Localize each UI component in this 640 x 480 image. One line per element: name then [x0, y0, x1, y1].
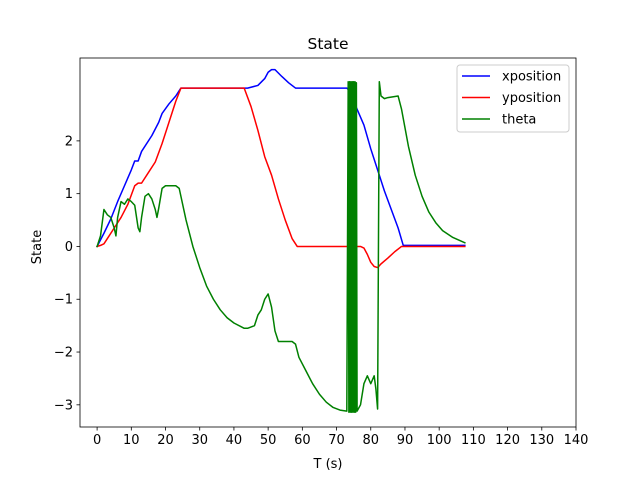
- series-line-theta: [96, 81, 466, 413]
- x-tick-label: 90: [397, 433, 414, 448]
- x-tick-label: 50: [260, 433, 277, 448]
- legend-label-xposition: xposition: [502, 70, 561, 85]
- y-tick-label: −3: [54, 398, 73, 413]
- x-tick-label: 80: [362, 433, 379, 448]
- x-tick-label: 60: [294, 433, 311, 448]
- plot-area: [96, 68, 466, 413]
- x-tick-label: 120: [495, 433, 520, 448]
- y-tick-label: −2: [54, 346, 73, 361]
- x-axis-label: T (s): [313, 457, 343, 472]
- y-tick-label: −1: [54, 293, 73, 308]
- axes-frame: [79, 57, 577, 428]
- x-tick-label: 140: [564, 433, 589, 448]
- axes: 0 10 20 30 40 50 60 70 80 90 100 110 120 130 140−3−2−1…: [54, 57, 589, 448]
- x-tick-label: 10: [123, 433, 140, 448]
- x-tick-label: 130: [529, 433, 554, 448]
- x-tick-label: 40: [226, 433, 243, 448]
- x-tick-label: 100: [427, 433, 452, 448]
- x-tick-label: 110: [461, 433, 486, 448]
- y-axis-label: State: [30, 230, 45, 264]
- x-tick-label: 0: [93, 433, 101, 448]
- legend-label-yposition: yposition: [502, 91, 561, 106]
- x-tick-label: 20: [157, 433, 174, 448]
- chart-title: State: [307, 35, 348, 53]
- series-line-yposition: [96, 87, 466, 269]
- series-line-xposition: [96, 68, 466, 248]
- y-tick-label: 0: [65, 240, 73, 255]
- y-tick-label: 1: [65, 187, 73, 202]
- legend-label-theta: theta: [502, 113, 536, 128]
- legend-box: [456, 64, 570, 133]
- y-tick-label: 2: [65, 134, 73, 149]
- x-tick-label: 30: [191, 433, 208, 448]
- legend: xposition yposition theta: [456, 64, 570, 133]
- x-tick-label: 70: [328, 433, 345, 448]
